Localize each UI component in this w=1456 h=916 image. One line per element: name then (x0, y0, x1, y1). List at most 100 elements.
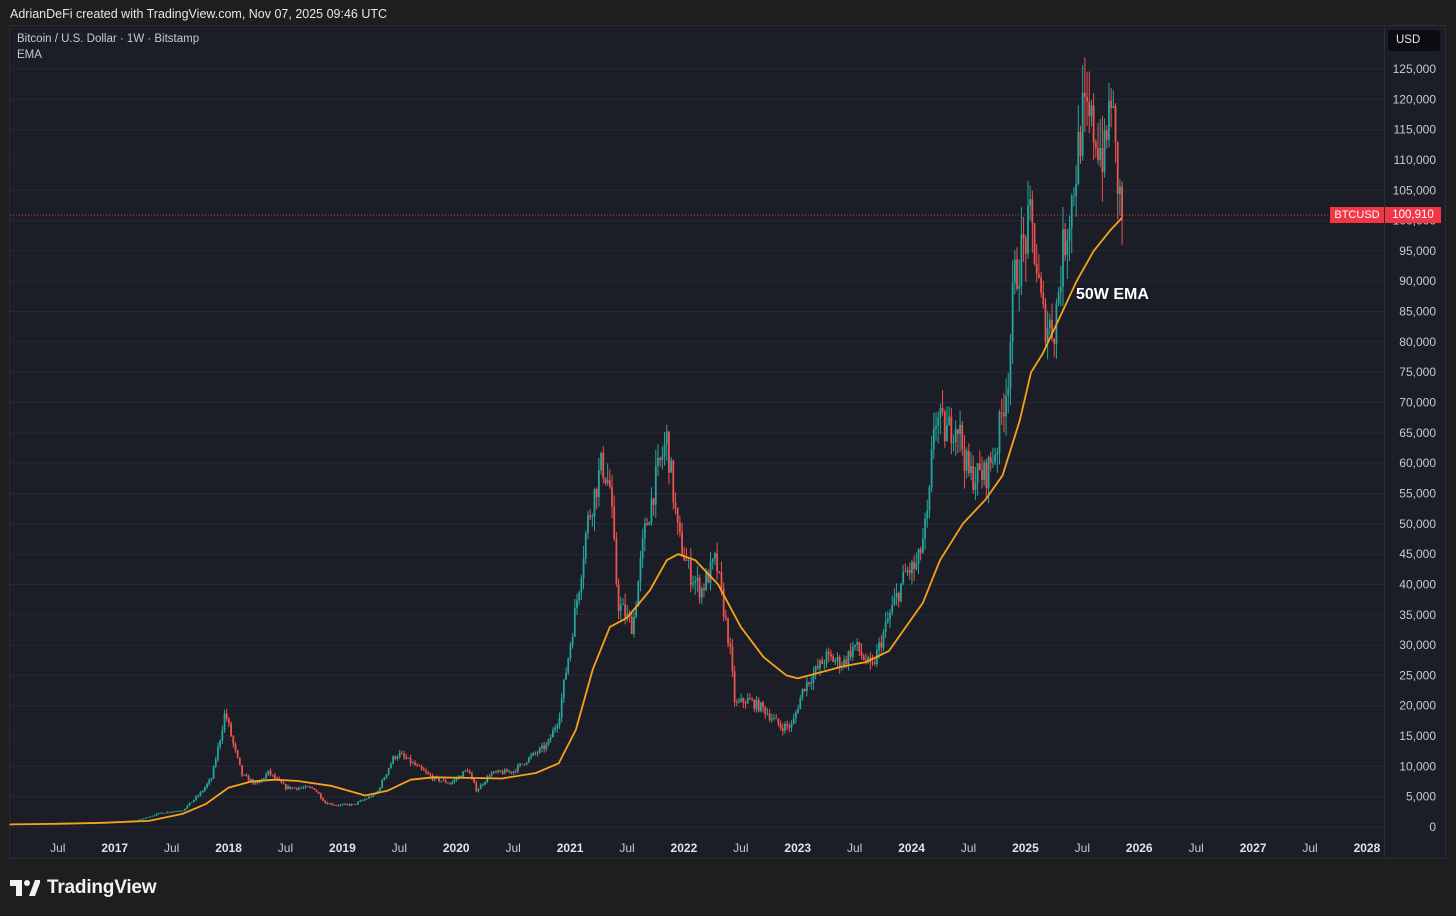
candle-body (291, 787, 294, 789)
candle-body (1007, 388, 1010, 396)
candle-body (600, 452, 602, 471)
candle-body (315, 789, 318, 792)
x-tick-label: Jul (619, 841, 634, 855)
candle-body (1101, 148, 1104, 173)
candle-body (759, 702, 762, 712)
candle-body (232, 736, 235, 744)
candle-body (1094, 142, 1097, 148)
candle-body (856, 642, 859, 645)
candle-body (138, 819, 141, 821)
candle-body (676, 507, 679, 523)
legend: Bitcoin / U.S. Dollar · 1W · Bitstamp EM… (17, 32, 199, 63)
candle-body (276, 778, 278, 779)
candle-body (475, 782, 478, 792)
x-tick-label: Jul (1302, 841, 1317, 855)
candle-body (1064, 229, 1067, 256)
x-tick-label: 2022 (671, 841, 698, 855)
candle-body (214, 759, 217, 767)
candle-body (267, 770, 270, 775)
candle-body (438, 777, 440, 782)
candle-body (337, 805, 340, 807)
candle-body (597, 470, 600, 498)
candle-body (473, 778, 476, 783)
candle-body (838, 656, 841, 668)
candle-body (602, 452, 605, 478)
candle-body (1066, 240, 1069, 256)
candle-body (394, 756, 397, 759)
x-tick-label: 2020 (443, 841, 470, 855)
candle-body (541, 745, 543, 749)
y-tick-label: 60,000 (1399, 456, 1436, 470)
candle-body (921, 538, 924, 553)
candle-body (359, 800, 362, 802)
candle-body (409, 757, 412, 764)
candle-body (926, 510, 929, 519)
currency-button[interactable]: USD (1388, 30, 1440, 51)
y-tick-label: 120,000 (1393, 92, 1437, 106)
x-tick-label: Jul (1075, 841, 1090, 855)
candle-body (954, 429, 957, 443)
y-tick-label: 75,000 (1399, 365, 1436, 379)
candle-body (497, 770, 500, 773)
candle-body (770, 718, 773, 720)
candle-body (773, 717, 775, 719)
candle-body (670, 460, 673, 473)
candle-body (582, 558, 585, 579)
y-tick-label: 40,000 (1399, 577, 1436, 591)
legend-symbol[interactable]: Bitcoin / U.S. Dollar · 1W · Bitstamp (17, 33, 200, 45)
candle-body (523, 763, 526, 765)
candle-body (455, 778, 458, 780)
candle-body (427, 772, 430, 774)
candle-body (374, 793, 377, 795)
candle-body (203, 787, 206, 791)
candle-body (946, 424, 948, 442)
candle-body (808, 682, 810, 684)
candle-body (1057, 292, 1060, 304)
y-tick-label: 0 (1429, 820, 1436, 834)
candle-body (1090, 105, 1093, 117)
candle-body (1068, 227, 1071, 241)
candle-body (1086, 96, 1088, 102)
candle-body (171, 811, 173, 813)
candle-body (385, 774, 388, 778)
candle-body (521, 763, 524, 765)
candle-body (584, 532, 587, 559)
candle-body (893, 597, 896, 606)
brand[interactable]: TradingView (10, 877, 157, 899)
candle-body (495, 771, 497, 773)
candle-body (1005, 395, 1007, 417)
candle-body (797, 709, 799, 713)
candle-body (446, 782, 449, 784)
candle-body (510, 771, 513, 773)
candle-body (387, 768, 390, 775)
candle-body (241, 765, 243, 776)
candle-body (556, 725, 559, 729)
candle-body (873, 662, 876, 664)
candle-body (762, 702, 764, 707)
candle-body (525, 762, 528, 765)
candle-body (1013, 259, 1016, 284)
x-tick-label: Jul (392, 841, 407, 855)
candle-body (228, 718, 230, 724)
chart-frame[interactable] (9, 25, 1446, 859)
candle-body (503, 769, 506, 774)
candle-body (444, 780, 447, 783)
candle-body (617, 583, 620, 611)
y-tick-label: 125,000 (1393, 62, 1437, 76)
candle-body (210, 778, 213, 780)
candle-body (175, 811, 178, 812)
candle-body (400, 752, 403, 754)
candle-body (576, 600, 578, 608)
candle-body (858, 642, 861, 652)
candle-body (913, 561, 916, 569)
y-tick-label: 10,000 (1399, 759, 1436, 773)
candle-body (674, 502, 677, 508)
candle-body (1022, 234, 1025, 238)
candle-body (549, 737, 552, 740)
y-tick-label: 30,000 (1399, 638, 1436, 652)
x-tick-label: 2018 (215, 841, 242, 855)
candle-body (781, 728, 784, 732)
candle-body (672, 460, 675, 503)
legend-indicator[interactable]: EMA (17, 48, 42, 61)
